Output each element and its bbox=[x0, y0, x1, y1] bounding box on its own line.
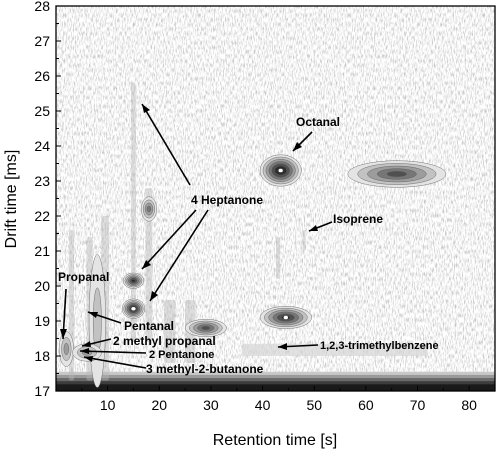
x-tick-label: 50 bbox=[306, 397, 322, 413]
x-tick-label: 70 bbox=[410, 397, 426, 413]
trimethylbenzene-arrowhead bbox=[278, 343, 287, 350]
y-tick-label: 24 bbox=[34, 138, 50, 154]
peak-contour bbox=[92, 287, 102, 355]
y-tick-label: 26 bbox=[34, 68, 50, 84]
heptanone-arrow-2 bbox=[141, 209, 197, 270]
annotation-pentanal: Pentanal bbox=[124, 319, 174, 333]
peak-layer bbox=[58, 154, 447, 388]
y-axis-ticks: 17 18 19 20 21 22 23 24 25 26 27 28 bbox=[34, 0, 61, 399]
x-tick-label: 30 bbox=[203, 397, 219, 413]
octanal-arrowhead bbox=[293, 142, 302, 151]
pentanone-arrowhead bbox=[80, 348, 89, 354]
y-tick-label: 19 bbox=[34, 313, 50, 329]
annotation-propanal: Propanal bbox=[58, 270, 109, 284]
heptanone-arrow-1 bbox=[141, 103, 191, 186]
peak-contour bbox=[63, 342, 69, 356]
drift-baseline bbox=[56, 343, 495, 391]
y-tick-label: 25 bbox=[34, 103, 50, 119]
peak-contour bbox=[201, 326, 211, 330]
x-axis-ticks: 10 20 30 40 50 60 70 80 bbox=[81, 386, 477, 413]
annotation-trimethylbenzene: 1,2,3-trimethylbenzene bbox=[320, 340, 439, 352]
peak-core bbox=[283, 315, 289, 320]
annotations: Octanal 4 Heptanone Isoprene Propanal Pe… bbox=[58, 103, 439, 376]
x-tick-label: 80 bbox=[461, 397, 477, 413]
methyl-propanal-arrowhead bbox=[82, 341, 91, 347]
peak-contour bbox=[146, 205, 152, 213]
annotation-isoprene: Isoprene bbox=[333, 212, 383, 226]
x-tick-label: 60 bbox=[358, 397, 374, 413]
y-tick-label: 23 bbox=[34, 173, 50, 189]
retention-streak bbox=[163, 300, 176, 363]
butanone-arrow bbox=[83, 356, 147, 369]
peak-core bbox=[131, 306, 136, 311]
annotation-4-heptanone: 4 Heptanone bbox=[191, 193, 263, 207]
y-tick-label: 22 bbox=[34, 208, 50, 224]
x-tick-label: 10 bbox=[100, 397, 116, 413]
peak-contour bbox=[386, 171, 407, 177]
y-tick-label: 27 bbox=[34, 33, 50, 49]
y-axis-label: Drift time [ms] bbox=[3, 150, 20, 249]
y-tick-label: 18 bbox=[34, 348, 50, 364]
retention-streak bbox=[276, 237, 281, 279]
y-tick-label: 17 bbox=[34, 383, 50, 399]
propanal-arrowhead bbox=[60, 329, 67, 339]
x-axis-label: Retention time [s] bbox=[213, 432, 338, 449]
peak-contour bbox=[131, 279, 136, 283]
y-tick-label: 20 bbox=[34, 278, 50, 294]
annotation-octanal: Octanal bbox=[296, 115, 340, 129]
heptanone-arrowhead-3 bbox=[150, 291, 158, 301]
baseline-band bbox=[56, 384, 495, 391]
heptanone-arrowhead-1 bbox=[142, 104, 150, 113]
pentanone-arrow bbox=[79, 350, 147, 354]
y-tick-label: 21 bbox=[34, 243, 50, 259]
annotation-3-methyl-2-butanone: 3 methyl-2-butanone bbox=[146, 362, 264, 376]
isoprene-arrowhead bbox=[309, 225, 318, 231]
x-tick-label: 20 bbox=[152, 397, 168, 413]
heptanone-arrow-3 bbox=[149, 209, 209, 302]
annotation-2-methyl-propanal: 2 methyl propanal bbox=[113, 334, 216, 348]
pentanal-arrowhead bbox=[88, 312, 98, 318]
peak-core bbox=[278, 168, 283, 173]
y-tick-label: 28 bbox=[34, 0, 50, 14]
heptanone-arrowhead-2 bbox=[142, 260, 151, 269]
retention-streak bbox=[302, 230, 306, 251]
butanone-arrowhead bbox=[84, 356, 93, 362]
x-tick-label: 40 bbox=[255, 397, 271, 413]
annotation-2-pentanone: 2 Pentanone bbox=[149, 349, 214, 361]
